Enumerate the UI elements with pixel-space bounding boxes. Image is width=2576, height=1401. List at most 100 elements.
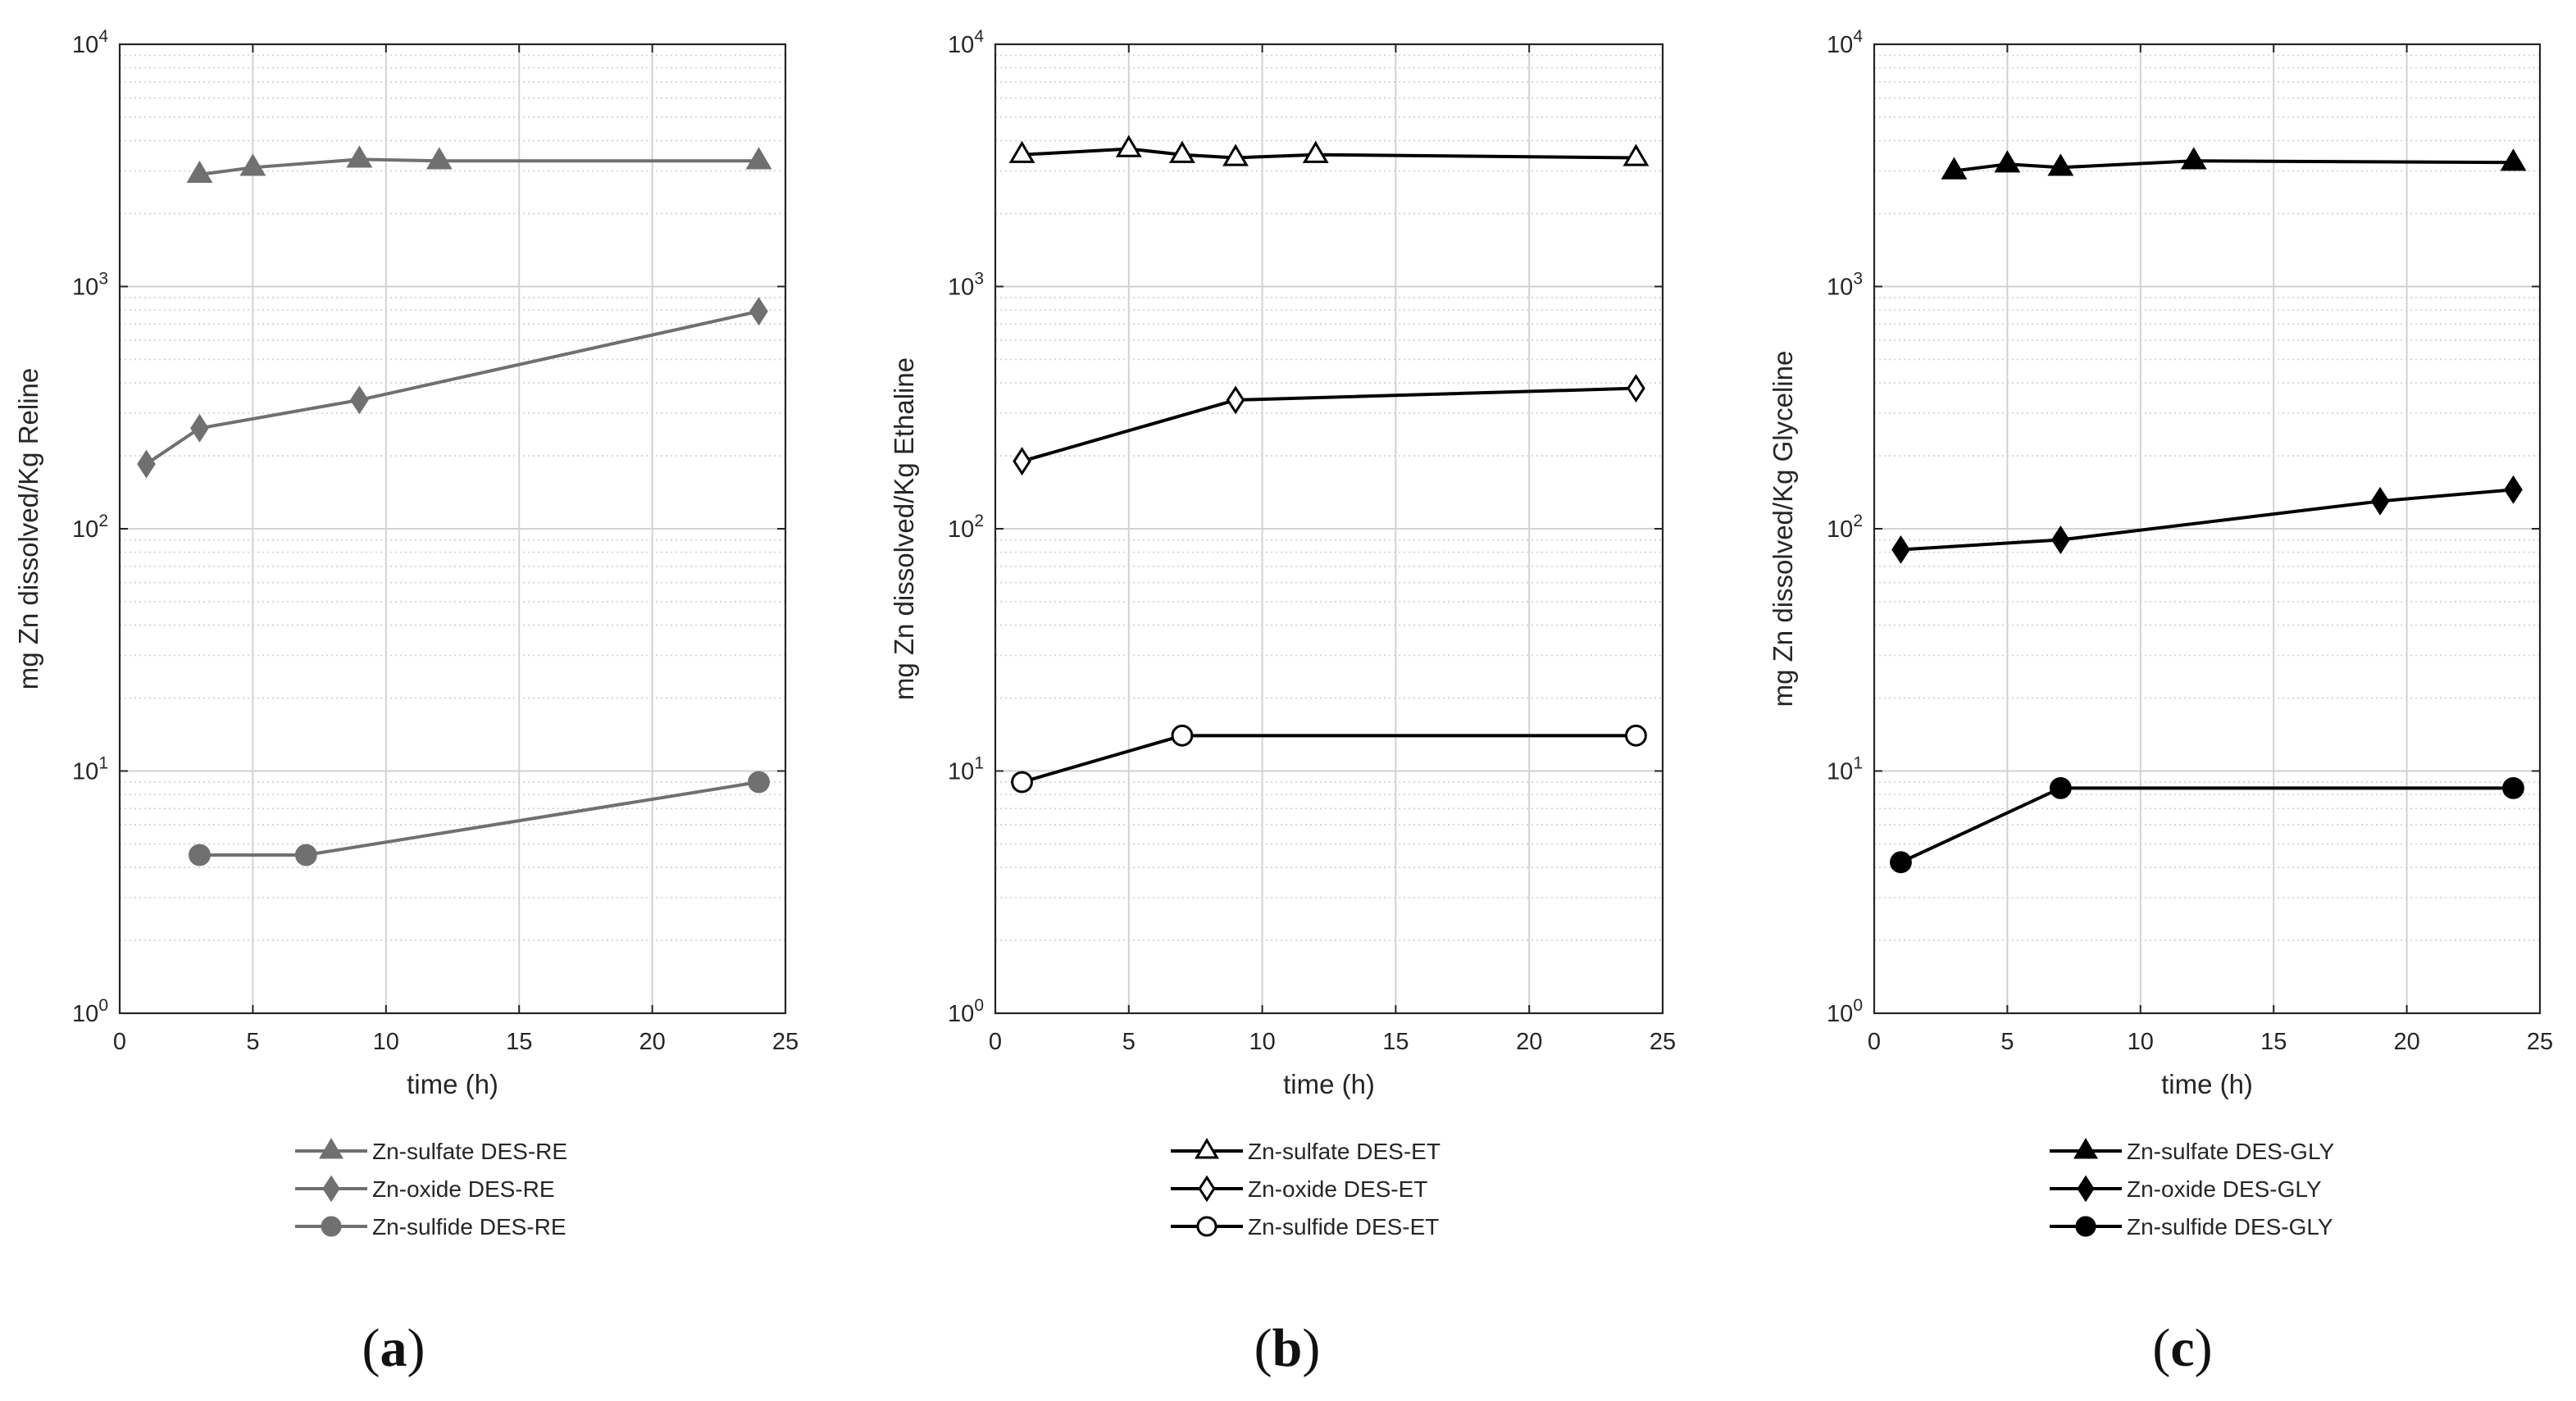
- x-tick-label: 15: [2260, 1029, 2287, 1055]
- legend-label: Zn-oxide DES-RE: [372, 1176, 555, 1202]
- legend-marker: [2077, 1175, 2095, 1203]
- x-tick-label: 10: [1249, 1029, 1275, 1055]
- y-tick-label: 102: [72, 512, 108, 543]
- chart-panel-a: 0 5 10 15 20 25 100 101 102 103 104 time (h) mg Zn d…: [13, 27, 799, 1378]
- legend: Zn-sulfate DES-GLY Zn-oxide DES-GLY Zn-sul…: [2037, 1116, 2383, 1249]
- series-0: [1941, 147, 2527, 180]
- panel-label: (a): [362, 1318, 426, 1378]
- data-point: [346, 145, 373, 168]
- x-tick-label: 15: [1382, 1029, 1409, 1055]
- legend-marker: [1198, 1175, 1216, 1203]
- series-1: [1013, 374, 1645, 476]
- legend: Zn-sulfate DES-ET Zn-oxide DES-ET Zn-sulfi…: [1158, 1116, 1504, 1249]
- legend-marker: [322, 1175, 340, 1203]
- x-tick-label: 25: [772, 1029, 799, 1055]
- data-point: [748, 771, 770, 794]
- data-point: [1013, 447, 1031, 476]
- data-point: [137, 449, 156, 479]
- y-tick-label: 100: [1827, 996, 1863, 1027]
- chart-panel-b: 0 5 10 15 20 25 100 101 102 103 104 time (h) mg Zn d…: [889, 27, 1676, 1378]
- y-tick-label: 101: [72, 754, 108, 785]
- y-tick-label: 103: [1827, 270, 1863, 301]
- y-tick-label: 104: [948, 27, 984, 58]
- series-2: [1011, 724, 1647, 794]
- data-point: [1627, 374, 1645, 403]
- y-tick-label: 104: [1827, 27, 1863, 58]
- legend-marker: [319, 1138, 344, 1159]
- data-point: [1171, 724, 1194, 747]
- x-axis-label: time (h): [1283, 1069, 1375, 1099]
- legend-marker: [321, 1216, 342, 1237]
- x-tick-label: 25: [2527, 1029, 2553, 1055]
- legend-label: Zn-sulfate DES-GLY: [2127, 1139, 2334, 1164]
- series-line: [1022, 147, 1636, 160]
- x-tick-label: 10: [2128, 1029, 2154, 1055]
- series-0: [1008, 134, 1650, 166]
- data-point: [1169, 140, 1195, 163]
- legend-label: Zn-sulfate DES-ET: [1248, 1139, 1440, 1164]
- series-line: [145, 309, 759, 466]
- data-point: [1623, 143, 1650, 166]
- panel-label: (b): [1254, 1318, 1321, 1378]
- legend-marker: [2073, 1138, 2098, 1159]
- x-tick-label: 10: [373, 1029, 399, 1055]
- data-point: [1115, 134, 1142, 157]
- x-tick-label: 20: [1516, 1029, 1542, 1055]
- data-point: [1302, 140, 1329, 163]
- data-point: [1222, 143, 1249, 166]
- legend-marker: [1196, 1216, 1217, 1237]
- data-point: [189, 844, 211, 867]
- legend-label: Zn-sulfide DES-ET: [1248, 1214, 1439, 1240]
- legend-label: Zn-sulfide DES-GLY: [2127, 1214, 2333, 1240]
- y-tick-label: 100: [948, 996, 984, 1027]
- data-point: [1891, 535, 1910, 564]
- data-point: [2180, 147, 2207, 170]
- data-point: [350, 385, 369, 415]
- x-tick-label: 0: [989, 1029, 1002, 1055]
- series-line: [1900, 488, 2514, 552]
- y-tick-label: 102: [1827, 512, 1863, 543]
- x-tick-label: 20: [2393, 1029, 2419, 1055]
- panel-label: (c): [2152, 1318, 2212, 1378]
- data-point: [2049, 776, 2072, 799]
- x-axis-label: time (h): [407, 1069, 498, 1099]
- x-tick-label: 0: [113, 1029, 126, 1055]
- series-2: [189, 771, 770, 867]
- y-tick-label: 101: [1827, 754, 1863, 785]
- y-tick-label: 103: [948, 270, 984, 301]
- x-tick-label: 5: [2000, 1029, 2014, 1055]
- data-point: [1890, 851, 1912, 874]
- chart-panel-c: 0 5 10 15 20 25 100 101 102 103 104 time (h) mg Zn d…: [1768, 27, 2553, 1378]
- legend-label: Zn-sulfate DES-RE: [372, 1139, 567, 1164]
- data-point: [1625, 724, 1647, 747]
- x-tick-label: 0: [1868, 1029, 1881, 1055]
- data-point: [1226, 385, 1245, 415]
- series-0: [186, 145, 772, 184]
- legend-label: Zn-oxide DES-GLY: [2127, 1176, 2322, 1202]
- data-point: [2370, 486, 2390, 516]
- y-tick-label: 102: [948, 512, 984, 543]
- data-point: [1011, 771, 1033, 794]
- data-point: [294, 844, 317, 867]
- legend-label: Zn-oxide DES-ET: [1248, 1176, 1427, 1202]
- axes-frame: [1873, 43, 2542, 1015]
- y-tick-label: 103: [72, 270, 108, 301]
- x-tick-label: 20: [639, 1029, 665, 1055]
- data-point: [749, 297, 768, 326]
- y-axis-label: mg Zn dissolved/Kg Reline: [13, 368, 43, 690]
- x-tick-label: 25: [1650, 1029, 1676, 1055]
- y-tick-label: 100: [72, 996, 108, 1027]
- data-point: [2047, 153, 2074, 176]
- data-point: [1994, 150, 2021, 173]
- data-point: [239, 153, 266, 176]
- data-point: [1941, 157, 1968, 180]
- series-1: [137, 297, 768, 479]
- data-point: [1008, 140, 1035, 163]
- y-tick-label: 104: [72, 27, 108, 58]
- data-point: [2502, 776, 2524, 799]
- series-1: [1891, 475, 2523, 564]
- y-axis-label: mg Zn dissolved/Kg Glyceline: [1768, 351, 1798, 707]
- series-2: [1890, 776, 2524, 874]
- data-point: [186, 160, 213, 184]
